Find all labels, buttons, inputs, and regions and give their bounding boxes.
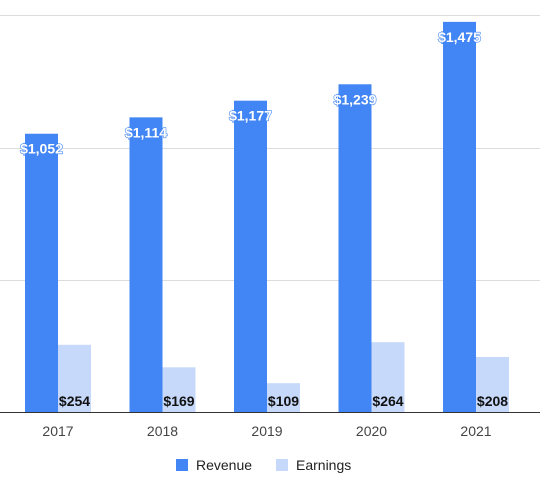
earnings-bar-2019 — [267, 383, 300, 412]
earnings-bar-2021 — [476, 356, 509, 412]
revenue-bar-2018 — [129, 117, 163, 413]
revenue-data-label: $1,114 — [125, 124, 167, 140]
bars — [25, 21, 509, 413]
x-axis: 2017 2018 2019 2020 2021 — [0, 412, 540, 439]
revenue-bar-2019 — [234, 100, 267, 412]
earnings-data-label: $169 — [163, 393, 194, 409]
earnings-data-label: $254 — [59, 393, 90, 409]
revenue-bar-2021 — [443, 21, 476, 413]
x-tick-label: 2019 — [251, 423, 282, 439]
revenue-data-label: $1,239 — [334, 91, 377, 107]
earnings-data-label: $264 — [372, 393, 403, 409]
earnings-data-label: $208 — [477, 393, 508, 409]
legend: Revenue Earnings — [176, 457, 351, 473]
legend-label-earnings: Earnings — [296, 457, 351, 473]
legend-swatch-revenue — [176, 459, 188, 471]
legend-swatch-earnings — [276, 459, 288, 471]
revenue-bar-2020 — [338, 84, 372, 413]
earnings-bar-2018 — [162, 367, 196, 412]
earnings-bar-2020 — [371, 342, 405, 412]
earnings-bar-2017 — [58, 344, 91, 412]
revenue-data-label: $1,052 — [20, 141, 63, 157]
revenue-data-label: $1,177 — [229, 108, 272, 124]
x-tick-label: 2020 — [356, 423, 387, 439]
x-tick-label: 2021 — [460, 423, 491, 439]
x-tick-label: 2017 — [42, 423, 73, 439]
x-tick-label: 2018 — [147, 423, 178, 439]
earnings-data-label: $109 — [268, 393, 299, 409]
data-labels: $1,052 $254 $1,114 $169 $1,177 $109 $1,239 $264… — [19, 28, 508, 409]
revenue-bar-2017 — [25, 133, 58, 412]
revenue-data-label: $1,475 — [438, 29, 481, 45]
legend-label-revenue: Revenue — [196, 457, 252, 473]
